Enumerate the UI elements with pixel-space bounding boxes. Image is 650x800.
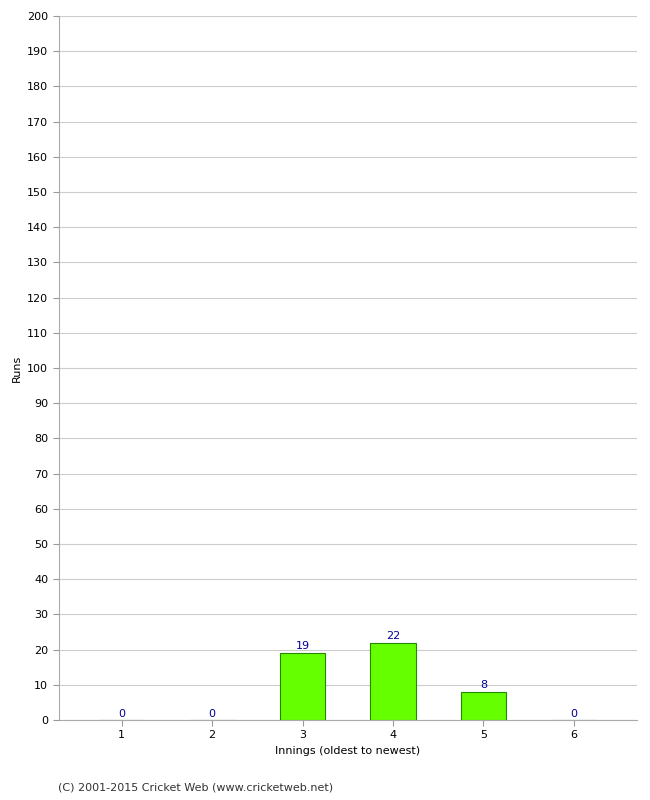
Text: 19: 19	[296, 642, 309, 651]
Bar	[370, 642, 415, 720]
X-axis label: Innings (oldest to newest): Innings (oldest to newest)	[275, 746, 421, 756]
Bar	[461, 692, 506, 720]
Text: (C) 2001-2015 Cricket Web (www.cricketweb.net): (C) 2001-2015 Cricket Web (www.cricketwe…	[58, 782, 333, 792]
Y-axis label: Runs: Runs	[12, 354, 21, 382]
Bar	[280, 653, 325, 720]
Text: 0: 0	[209, 709, 216, 718]
Text: 0: 0	[118, 709, 125, 718]
Text: 22: 22	[386, 630, 400, 641]
Text: 0: 0	[570, 709, 577, 718]
Text: 8: 8	[480, 680, 487, 690]
